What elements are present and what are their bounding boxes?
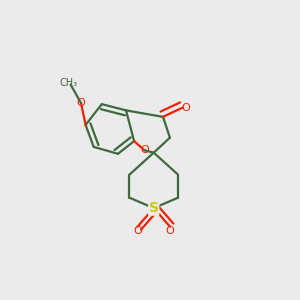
Text: O: O <box>140 145 149 155</box>
Text: CH₃: CH₃ <box>59 78 77 88</box>
Text: O: O <box>181 103 190 112</box>
Text: S: S <box>149 201 159 215</box>
Text: O: O <box>76 98 85 108</box>
Text: O: O <box>133 226 142 236</box>
Text: O: O <box>166 226 174 236</box>
